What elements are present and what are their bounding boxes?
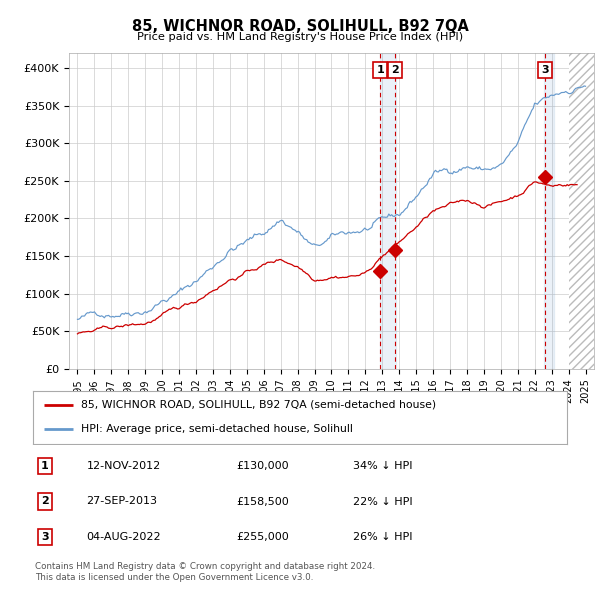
Text: 04-AUG-2022: 04-AUG-2022 — [86, 532, 161, 542]
Bar — [569, 53, 594, 369]
Text: 3: 3 — [41, 532, 49, 542]
Text: 2: 2 — [41, 497, 49, 506]
Text: 27-SEP-2013: 27-SEP-2013 — [86, 497, 157, 506]
Text: Price paid vs. HM Land Registry's House Price Index (HPI): Price paid vs. HM Land Registry's House … — [137, 32, 463, 42]
Text: 85, WICHNOR ROAD, SOLIHULL, B92 7QA (semi-detached house): 85, WICHNOR ROAD, SOLIHULL, B92 7QA (sem… — [81, 400, 436, 410]
Text: 34% ↓ HPI: 34% ↓ HPI — [353, 461, 413, 471]
Text: Contains HM Land Registry data © Crown copyright and database right 2024.: Contains HM Land Registry data © Crown c… — [35, 562, 375, 571]
Text: HPI: Average price, semi-detached house, Solihull: HPI: Average price, semi-detached house,… — [81, 424, 353, 434]
Text: £130,000: £130,000 — [236, 461, 289, 471]
Text: This data is licensed under the Open Government Licence v3.0.: This data is licensed under the Open Gov… — [35, 573, 313, 582]
Bar — [544, 53, 554, 369]
Text: 1: 1 — [376, 65, 384, 74]
Text: 85, WICHNOR ROAD, SOLIHULL, B92 7QA: 85, WICHNOR ROAD, SOLIHULL, B92 7QA — [131, 19, 469, 34]
Text: 22% ↓ HPI: 22% ↓ HPI — [353, 497, 413, 506]
Text: 12-NOV-2012: 12-NOV-2012 — [86, 461, 161, 471]
Text: 2: 2 — [391, 65, 399, 74]
Text: £158,500: £158,500 — [236, 497, 289, 506]
Text: 26% ↓ HPI: 26% ↓ HPI — [353, 532, 413, 542]
Text: £255,000: £255,000 — [236, 532, 289, 542]
Text: 1: 1 — [41, 461, 49, 471]
Bar — [380, 53, 395, 369]
Text: 3: 3 — [541, 65, 548, 74]
